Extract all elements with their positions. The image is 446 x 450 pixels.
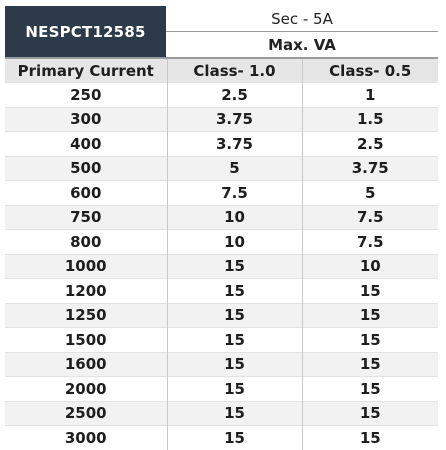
- column-header-row: Primary Current Class- 1.0 Class- 0.5: [5, 57, 438, 83]
- primary-current-cell: 1500: [5, 327, 167, 352]
- class-1-cell: 3.75: [166, 131, 302, 156]
- class-1-cell: 15: [166, 278, 302, 303]
- model-number-cell: NESPCT12585: [5, 6, 166, 57]
- class-1-cell: 15: [166, 425, 302, 450]
- class-05-cell: 7.5: [301, 204, 438, 230]
- primary-current-cell: 300: [5, 106, 167, 132]
- primary-current-cell: 600: [5, 180, 167, 205]
- table-row: 300 3.75 1.5: [5, 106, 438, 132]
- class-1-cell: 10: [166, 204, 302, 230]
- max-va-cell: Max. VA: [166, 31, 438, 57]
- burden-table: Primary Current Class- 1.0 Class- 0.5 25…: [5, 57, 438, 450]
- table-row: 800 10 7.5: [5, 229, 438, 254]
- primary-current-cell: 1600: [5, 351, 167, 377]
- class-1-cell: 15: [166, 376, 302, 401]
- class-1-cell: 3.75: [166, 106, 302, 132]
- class-05-cell: 15: [301, 278, 438, 303]
- table-body: 250 2.5 1 300 3.75 1.5 400 3.75 2.5 500 5 3.75 6…: [5, 82, 438, 450]
- class-05-cell: 1: [301, 82, 438, 107]
- class-05-cell: 10: [301, 253, 438, 279]
- primary-current-cell: 750: [5, 204, 167, 230]
- table-row: 2000 15 15: [5, 376, 438, 401]
- class-1-cell: 15: [166, 400, 302, 426]
- table-row: 400 3.75 2.5: [5, 131, 438, 156]
- primary-current-cell: 1000: [5, 253, 167, 279]
- column-header-primary-current: Primary Current: [5, 57, 167, 83]
- primary-current-cell: 2000: [5, 376, 167, 401]
- secondary-current-cell: Sec - 5A: [271, 9, 333, 28]
- table-row: 600 7.5 5: [5, 180, 438, 205]
- class-05-cell: 15: [301, 425, 438, 450]
- class-05-cell: 15: [301, 327, 438, 352]
- class-1-cell: 15: [166, 351, 302, 377]
- primary-current-cell: 800: [5, 229, 167, 254]
- class-1-cell: 7.5: [166, 180, 302, 205]
- class-1-cell: 15: [166, 327, 302, 352]
- class-1-cell: 15: [166, 302, 302, 328]
- primary-current-cell: 2500: [5, 400, 167, 426]
- class-1-cell: 2.5: [166, 82, 302, 107]
- table-row: 1000 15 10: [5, 253, 438, 279]
- class-1-cell: 5: [166, 155, 302, 181]
- primary-current-cell: 1250: [5, 302, 167, 328]
- class-05-cell: 15: [301, 302, 438, 328]
- table-row: 250 2.5 1: [5, 82, 438, 107]
- column-header-class-1: Class- 1.0: [166, 57, 302, 83]
- table-row: 500 5 3.75: [5, 155, 438, 181]
- table-row: 1250 15 15: [5, 302, 438, 328]
- primary-current-cell: 3000: [5, 425, 167, 450]
- primary-current-cell: 250: [5, 82, 167, 107]
- table-row: 3000 15 15: [5, 425, 438, 450]
- table-row: 1500 15 15: [5, 327, 438, 352]
- class-1-cell: 10: [166, 229, 302, 254]
- class-1-cell: 15: [166, 253, 302, 279]
- class-05-cell: 1.5: [301, 106, 438, 132]
- table-row: 750 10 7.5: [5, 204, 438, 230]
- class-05-cell: 15: [301, 351, 438, 377]
- primary-current-cell: 500: [5, 155, 167, 181]
- class-05-cell: 5: [301, 180, 438, 205]
- class-05-cell: 2.5: [301, 131, 438, 156]
- table-row: 2500 15 15: [5, 400, 438, 426]
- class-05-cell: 7.5: [301, 229, 438, 254]
- primary-current-cell: 400: [5, 131, 167, 156]
- table-row: 1200 15 15: [5, 278, 438, 303]
- column-header-class-05: Class- 0.5: [301, 57, 438, 83]
- class-05-cell: 3.75: [301, 155, 438, 181]
- class-05-cell: 15: [301, 376, 438, 401]
- table-row: 1600 15 15: [5, 351, 438, 377]
- class-05-cell: 15: [301, 400, 438, 426]
- primary-current-cell: 1200: [5, 278, 167, 303]
